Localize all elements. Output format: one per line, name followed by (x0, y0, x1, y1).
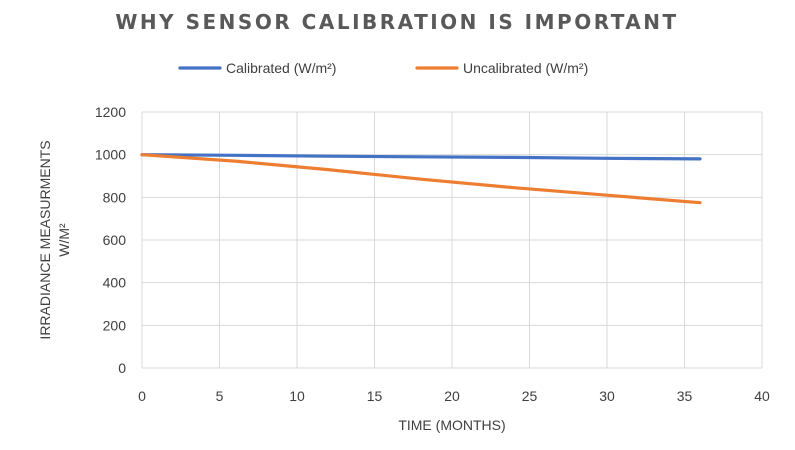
series-line-uncalibrated (140, 153, 702, 205)
series-line-calibrated (140, 153, 702, 161)
legend-label: Calibrated (W/m²) (226, 60, 336, 76)
x-tick-label: 25 (522, 388, 538, 404)
y-axis-label: IRRADIANCE MEASURMENTS W/M² (37, 140, 72, 339)
x-tick-label: 35 (677, 388, 693, 404)
chart-title: WHY SENSOR CALIBRATION IS IMPORTANT (115, 10, 678, 34)
y-tick-label: 800 (103, 189, 127, 205)
x-axis-tick-labels: 0 5 10 15 20 25 30 35 40 (138, 388, 770, 404)
legend: Calibrated (W/m²) Uncalibrated (W/m²) (178, 60, 588, 76)
x-tick-label: 15 (367, 388, 383, 404)
gridlines (141, 111, 763, 369)
y-tick-label: 400 (103, 275, 127, 291)
series-lines (140, 153, 702, 205)
y-tick-label: 1200 (95, 104, 126, 120)
x-tick-label: 5 (216, 388, 224, 404)
y-tick-label: 200 (103, 317, 127, 333)
x-tick-label: 0 (138, 388, 146, 404)
y-axis-tick-labels: 0 200 400 600 800 1000 1200 (95, 104, 126, 376)
x-tick-label: 20 (444, 388, 460, 404)
y-tick-label: 600 (103, 232, 127, 248)
x-axis-label: TIME (MONTHS) (398, 417, 505, 433)
y-tick-label: 0 (118, 360, 126, 376)
y-axis-label-line: W/M² (56, 223, 72, 257)
legend-label: Uncalibrated (W/m²) (463, 60, 588, 76)
x-tick-label: 10 (289, 388, 305, 404)
y-tick-label: 1000 (95, 147, 126, 163)
x-tick-label: 30 (599, 388, 615, 404)
x-tick-label: 40 (754, 388, 770, 404)
y-axis-label-line: IRRADIANCE MEASURMENTS (37, 140, 53, 339)
